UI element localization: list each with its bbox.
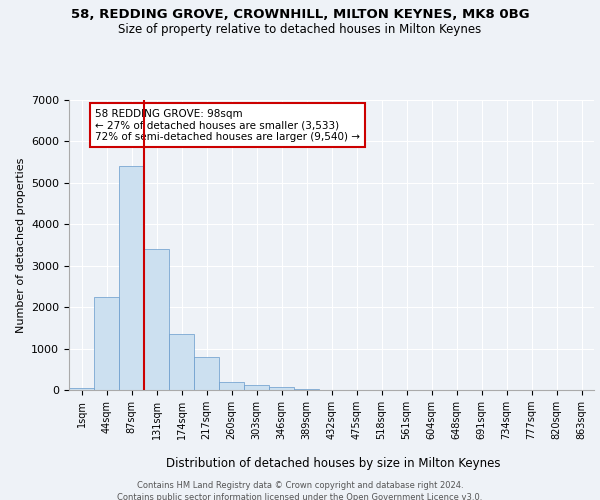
Bar — [169, 334, 194, 390]
Bar — [269, 387, 294, 390]
Bar — [294, 389, 319, 390]
Bar — [144, 249, 169, 390]
Bar — [119, 166, 144, 390]
Bar — [194, 357, 219, 390]
Y-axis label: Number of detached properties: Number of detached properties — [16, 158, 26, 332]
Bar — [69, 388, 94, 390]
Bar — [219, 382, 244, 390]
Text: 58, REDDING GROVE, CROWNHILL, MILTON KEYNES, MK8 0BG: 58, REDDING GROVE, CROWNHILL, MILTON KEY… — [71, 8, 529, 20]
Text: 58 REDDING GROVE: 98sqm
← 27% of detached houses are smaller (3,533)
72% of semi: 58 REDDING GROVE: 98sqm ← 27% of detache… — [95, 108, 360, 142]
Bar — [94, 297, 119, 390]
Text: Contains public sector information licensed under the Open Government Licence v3: Contains public sector information licen… — [118, 492, 482, 500]
Text: Contains HM Land Registry data © Crown copyright and database right 2024.: Contains HM Land Registry data © Crown c… — [137, 481, 463, 490]
Text: Size of property relative to detached houses in Milton Keynes: Size of property relative to detached ho… — [118, 22, 482, 36]
Bar — [244, 385, 269, 390]
Text: Distribution of detached houses by size in Milton Keynes: Distribution of detached houses by size … — [166, 458, 500, 470]
